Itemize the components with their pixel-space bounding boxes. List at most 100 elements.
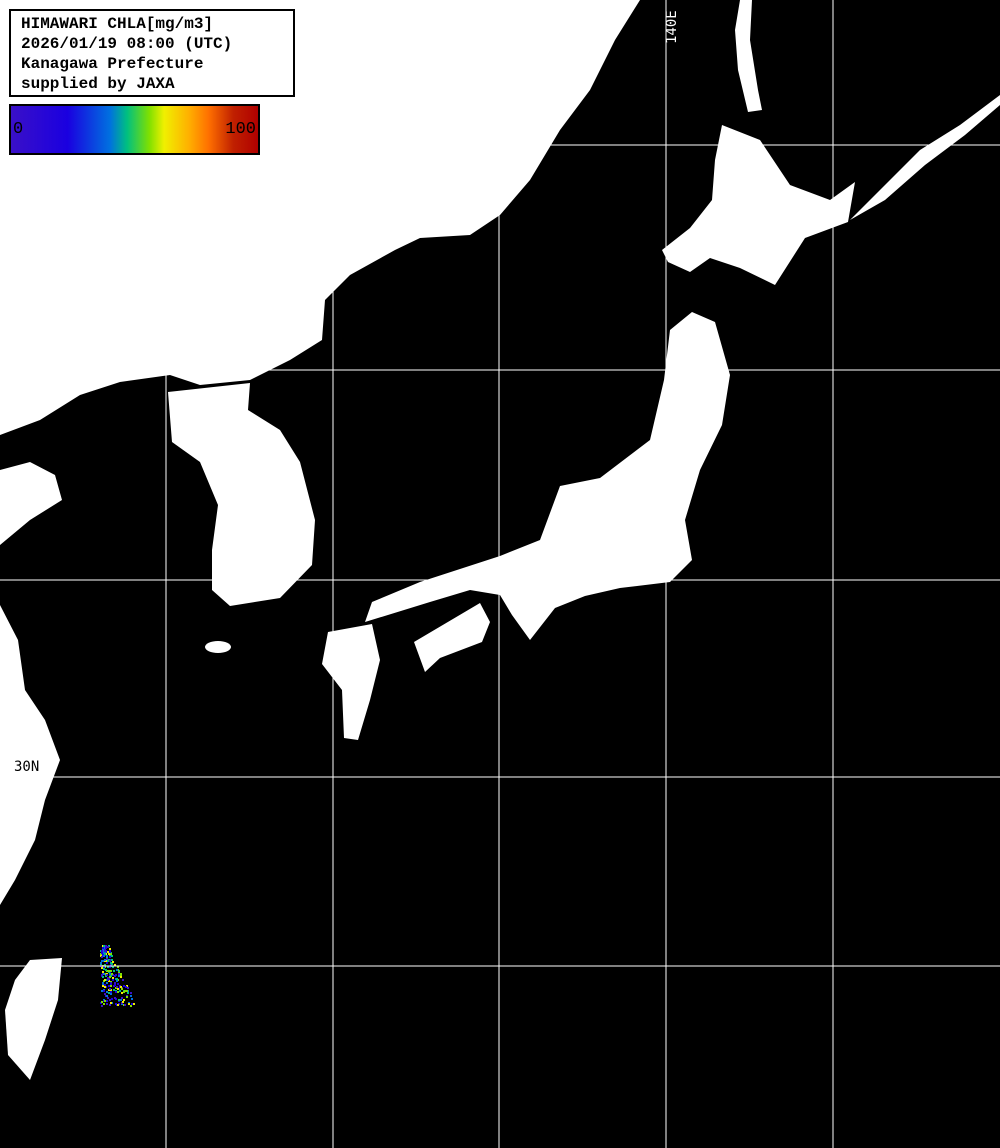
chla-pixel	[112, 961, 114, 963]
chla-pixel	[109, 976, 111, 978]
chla-pixel	[118, 999, 120, 1001]
chla-pixel	[115, 974, 117, 976]
chla-pixel	[109, 948, 111, 950]
chla-pixel	[126, 990, 128, 992]
title-box: HIMAWARI CHLA[mg/m3] 2026/01/19 08:00 (U…	[9, 9, 295, 97]
colorbar-legend: 0 100	[9, 104, 260, 155]
land-china-shandong	[0, 462, 62, 545]
chla-pixel	[121, 992, 123, 994]
chla-pixel	[106, 958, 108, 960]
title-datetime: 2026/01/19 08:00 (UTC)	[21, 35, 233, 53]
title-credit: supplied by JAXA	[21, 75, 175, 93]
chla-pixel	[105, 945, 107, 947]
chla-pixel	[109, 951, 111, 953]
chla-pixel	[104, 979, 106, 981]
chla-pixel	[101, 974, 103, 976]
chla-pixel	[110, 985, 112, 987]
chla-pixel	[103, 1003, 105, 1005]
chla-pixel	[101, 952, 103, 954]
chla-pixel	[116, 969, 118, 971]
chla-pixel	[110, 993, 112, 995]
chla-pixel	[117, 988, 119, 990]
chla-pixel	[112, 979, 114, 981]
chla-pixel	[101, 967, 103, 969]
chla-pixel	[109, 960, 111, 962]
chla-pixel	[104, 949, 106, 951]
chla-pixel	[114, 997, 116, 999]
chla-pixel	[117, 983, 119, 985]
chla-pixel	[110, 991, 112, 993]
chla-pixel	[108, 953, 110, 955]
chla-pixel	[116, 986, 118, 988]
chla-pixel	[104, 993, 106, 995]
chla-pixel	[117, 966, 119, 968]
land-taiwan	[5, 958, 62, 1080]
grid-label-40n: 40N	[14, 352, 40, 368]
chla-pixel	[107, 966, 109, 968]
chla-pixel	[102, 976, 104, 978]
chla-pixel	[110, 970, 112, 972]
chla-pixel	[111, 959, 113, 961]
chla-pixel	[119, 990, 121, 992]
chla-pixel	[106, 955, 108, 957]
chla-pixel	[107, 946, 109, 948]
chla-pixel	[103, 973, 105, 975]
chla-pixel	[131, 998, 133, 1000]
chla-pixel	[112, 966, 114, 968]
chla-pixel	[100, 962, 102, 964]
chla-pixel	[110, 962, 112, 964]
chla-pixel	[103, 945, 105, 947]
grid-label-30n: 30N	[14, 759, 40, 775]
chla-pixel	[118, 973, 120, 975]
chla-pixel	[123, 999, 125, 1001]
colorbar-min-label: 0	[13, 120, 24, 139]
chla-pixel	[130, 995, 132, 997]
chla-pixel	[103, 990, 105, 992]
chla-pixel	[104, 964, 106, 966]
chla-pixel	[110, 1002, 112, 1004]
chla-pixel	[104, 959, 106, 961]
chla-pixel	[109, 956, 111, 958]
chla-pixel	[105, 947, 107, 949]
chla-pixel	[103, 955, 105, 957]
chla-pixel	[107, 979, 109, 981]
chla-pixel	[104, 986, 106, 988]
chla-pixel	[102, 960, 104, 962]
chla-pixel	[101, 956, 103, 958]
chla-pixel	[109, 1004, 111, 1006]
land-hokkaido	[662, 125, 855, 285]
chla-pixel	[112, 977, 114, 979]
chla-pixel	[131, 1003, 133, 1005]
chla-pixel	[104, 984, 106, 986]
chla-pixel	[130, 992, 132, 994]
chla-pixel	[101, 1001, 103, 1003]
chla-pixel	[110, 953, 112, 955]
chla-pixel	[106, 991, 108, 993]
chla-pixel	[109, 999, 111, 1001]
chla-pixel	[125, 986, 127, 988]
chla-pixel	[114, 982, 116, 984]
chla-pixel	[127, 987, 129, 989]
chla-pixel	[128, 1003, 130, 1005]
chla-pixel	[103, 966, 105, 968]
chla-pixel	[115, 991, 117, 993]
chla-pixel	[133, 1003, 135, 1005]
chla-pixel	[105, 969, 107, 971]
chla-pixel	[130, 1005, 132, 1007]
chla-pixel	[106, 1000, 108, 1002]
chla-pixel	[102, 982, 104, 984]
chla-pixel	[109, 973, 111, 975]
chla-pixel	[102, 947, 104, 949]
chla-pixel	[117, 991, 119, 993]
chla-pixel	[106, 982, 108, 984]
chla-pixel	[108, 992, 110, 994]
land-jeju	[205, 641, 231, 653]
land	[0, 0, 1000, 1080]
chla-pixel	[123, 985, 125, 987]
chla-pixel	[120, 986, 122, 988]
chla-pixel	[126, 996, 128, 998]
chla-pixel	[110, 983, 112, 985]
chla-patch	[100, 945, 135, 1007]
chla-pixel	[106, 1003, 108, 1005]
